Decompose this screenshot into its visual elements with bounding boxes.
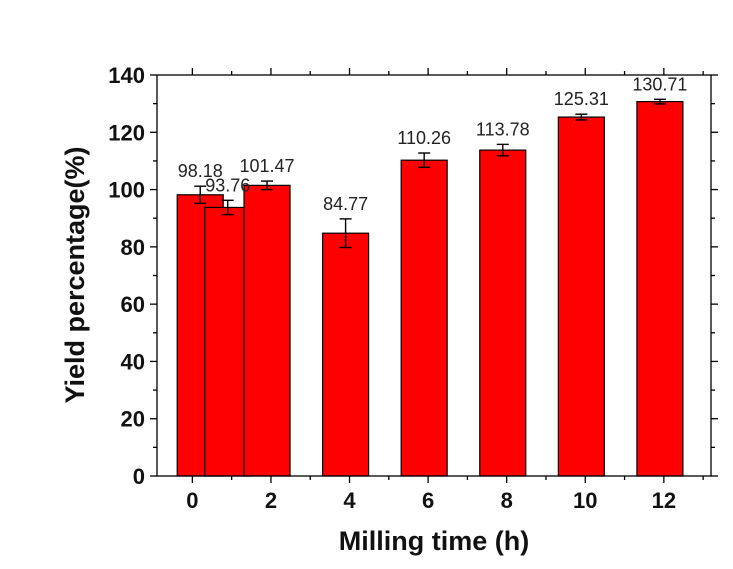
y-axis: 0 20 40 60 80 100 120 140 — [108, 63, 718, 489]
x-axis-title: Milling time (h) — [339, 526, 529, 556]
x-tick-label-5: 10 — [573, 488, 597, 513]
y-tick-label-4: 80 — [121, 235, 145, 260]
y-tick-label-5: 100 — [108, 178, 145, 203]
x-tick-label-2: 4 — [343, 488, 356, 513]
x-tick-label-0: 0 — [186, 488, 198, 513]
y-tick-label-7: 140 — [108, 63, 145, 88]
bar-3 — [321, 232, 370, 477]
bars-layer — [176, 101, 684, 477]
bar-7 — [636, 101, 684, 477]
x-tick-label-3: 6 — [422, 488, 434, 513]
x-tick-label-1: 2 — [265, 488, 277, 513]
y-axis-title: Yield percentage(%) — [60, 146, 90, 403]
error-bar-6 — [575, 113, 588, 121]
data-label-5: 113.78 — [476, 119, 530, 139]
error-bar-1 — [221, 199, 234, 216]
x-axis: 0 2 4 6 8 10 12 — [186, 68, 704, 513]
bar-6 — [557, 116, 605, 477]
error-bar-2 — [261, 180, 274, 191]
error-bars-layer — [194, 98, 666, 249]
data-label-4: 110.26 — [397, 128, 451, 148]
error-bar-5 — [496, 143, 509, 157]
bar-4 — [400, 159, 448, 477]
y-tick-label-3: 60 — [121, 292, 145, 317]
x-tick-label-4: 8 — [501, 488, 513, 513]
x-tick-label-6: 12 — [652, 488, 676, 513]
data-label-7: 130.71 — [632, 74, 687, 94]
data-label-2: 101.47 — [239, 156, 294, 176]
bar-5 — [479, 149, 527, 477]
data-label-3: 84.77 — [323, 194, 368, 214]
y-tick-label-0: 0 — [133, 464, 145, 489]
y-tick-label-1: 20 — [121, 407, 145, 432]
error-bar-3 — [339, 218, 352, 249]
data-label-6: 125.31 — [554, 89, 609, 109]
bar-2 — [243, 184, 291, 477]
error-bar-7 — [653, 98, 666, 105]
y-tick-label-6: 120 — [108, 120, 145, 145]
bar-1 — [204, 206, 252, 477]
data-label-1: 93.76 — [205, 175, 250, 195]
error-bar-0 — [194, 185, 207, 205]
error-bar-4 — [418, 152, 431, 169]
data-label-0: 98.18 — [178, 161, 223, 181]
y-tick-label-2: 40 — [121, 349, 145, 374]
